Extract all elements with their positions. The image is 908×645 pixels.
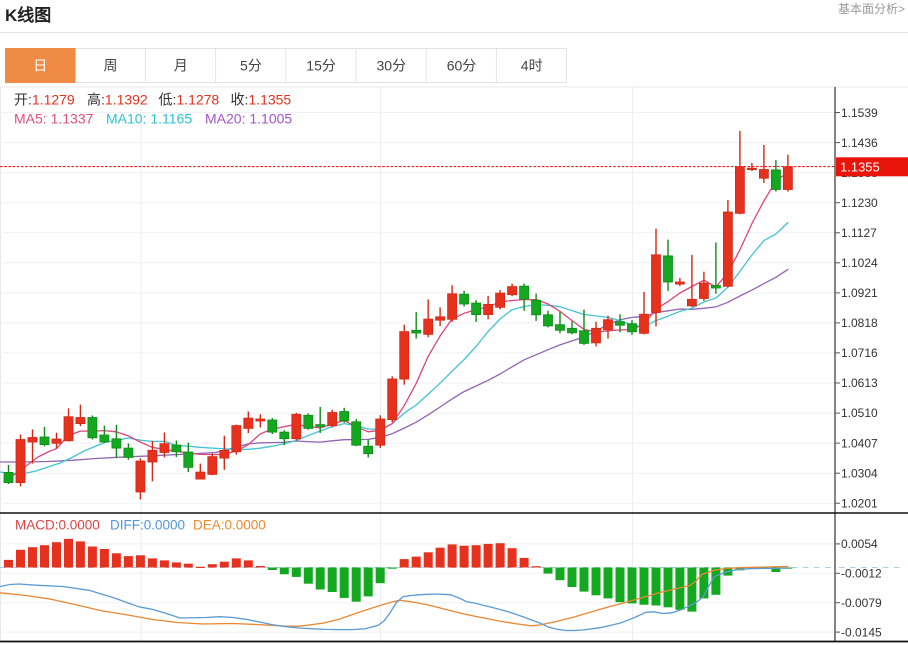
svg-text:1.1539: 1.1539 xyxy=(841,106,878,120)
svg-text:MACD:0.0000: MACD:0.0000 xyxy=(15,518,100,533)
svg-text:0.0054: 0.0054 xyxy=(841,537,878,551)
svg-text:开:1.1279: 开:1.1279 xyxy=(14,92,75,108)
svg-text:-0.0079: -0.0079 xyxy=(841,596,882,610)
svg-text:基本面分析>: 基本面分析> xyxy=(838,2,905,16)
svg-text:1.0201: 1.0201 xyxy=(841,496,878,510)
svg-text:1.1436: 1.1436 xyxy=(841,136,878,150)
svg-text:-0.0012: -0.0012 xyxy=(841,567,882,581)
svg-text:1.0818: 1.0818 xyxy=(841,316,878,330)
svg-text:15分: 15分 xyxy=(306,58,336,74)
svg-text:月: 月 xyxy=(174,58,188,74)
svg-text:1.0304: 1.0304 xyxy=(841,466,878,480)
svg-text:K线图: K线图 xyxy=(5,5,51,25)
svg-text:MA20: 1.1005: MA20: 1.1005 xyxy=(205,111,292,127)
svg-text:-0.0145: -0.0145 xyxy=(841,625,882,639)
svg-text:1.1230: 1.1230 xyxy=(841,196,878,210)
svg-text:5分: 5分 xyxy=(240,58,262,74)
svg-text:1.0716: 1.0716 xyxy=(841,346,878,360)
svg-text:周: 周 xyxy=(104,58,118,74)
svg-text:1.1024: 1.1024 xyxy=(841,256,878,270)
svg-text:1.1127: 1.1127 xyxy=(841,226,877,240)
svg-text:30分: 30分 xyxy=(377,58,407,74)
svg-text:高:1.1392: 高:1.1392 xyxy=(87,92,148,108)
svg-text:1.0407: 1.0407 xyxy=(841,436,878,450)
svg-text:MA10: 1.1165: MA10: 1.1165 xyxy=(106,111,192,127)
svg-text:1.0510: 1.0510 xyxy=(841,406,878,420)
svg-text:1.0613: 1.0613 xyxy=(841,376,878,390)
svg-text:4时: 4时 xyxy=(521,58,543,74)
svg-text:1.0921: 1.0921 xyxy=(841,286,878,300)
svg-text:日: 日 xyxy=(33,58,47,74)
svg-text:MA5: 1.1337: MA5: 1.1337 xyxy=(14,111,94,127)
svg-text:DIFF:0.0000: DIFF:0.0000 xyxy=(110,518,185,533)
svg-text:DEA:0.0000: DEA:0.0000 xyxy=(193,518,266,533)
svg-text:收:1.1355: 收:1.1355 xyxy=(231,92,292,108)
svg-text:1.1355: 1.1355 xyxy=(840,160,880,175)
svg-text:低:1.1278: 低:1.1278 xyxy=(159,92,220,108)
svg-text:60分: 60分 xyxy=(447,58,477,74)
